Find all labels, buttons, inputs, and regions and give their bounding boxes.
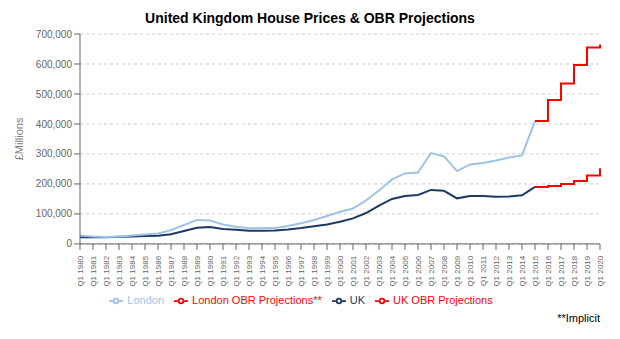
svg-text:Q1 2001: Q1 2001 xyxy=(349,255,358,286)
svg-text:700,000: 700,000 xyxy=(36,29,73,40)
svg-text:Q1 2008: Q1 2008 xyxy=(440,255,449,286)
svg-text:Q1 1985: Q1 1985 xyxy=(141,255,150,286)
svg-text:300,000: 300,000 xyxy=(36,148,73,159)
svg-text:Q1 2017: Q1 2017 xyxy=(557,255,566,286)
svg-text:Q1 1995: Q1 1995 xyxy=(271,255,280,286)
svg-text:Q1 1988: Q1 1988 xyxy=(180,255,189,286)
svg-text:Q1 2005: Q1 2005 xyxy=(401,255,410,286)
svg-text:Q1 1990: Q1 1990 xyxy=(206,255,215,286)
svg-text:Q1 2016: Q1 2016 xyxy=(544,255,553,286)
svg-text:0: 0 xyxy=(66,238,72,249)
svg-text:Q1 2015: Q1 2015 xyxy=(531,255,540,286)
svg-text:Q1 2019: Q1 2019 xyxy=(583,255,592,286)
svg-text:Q1 1997: Q1 1997 xyxy=(297,255,306,286)
svg-text:Q1 1996: Q1 1996 xyxy=(284,255,293,286)
svg-text:Q1 2014: Q1 2014 xyxy=(518,255,527,286)
svg-text:Q1 1999: Q1 1999 xyxy=(323,255,332,286)
svg-text:Q1 1987: Q1 1987 xyxy=(167,255,176,286)
svg-text:Q1 1994: Q1 1994 xyxy=(258,255,267,286)
svg-text:200,000: 200,000 xyxy=(36,178,73,189)
html-text:London: London xyxy=(127,293,165,306)
svg-text:Q1 1986: Q1 1986 xyxy=(154,255,163,286)
html-text:UK: UK xyxy=(349,293,365,306)
svg-text:Q1 2020: Q1 2020 xyxy=(596,255,605,286)
svg-text:Q1 2013: Q1 2013 xyxy=(505,255,514,286)
html-text:**Implicit: **Implicit xyxy=(557,312,600,324)
html-text:UK OBR Projections: UK OBR Projections xyxy=(393,293,493,306)
svg-text:Q1 1981: Q1 1981 xyxy=(89,255,98,286)
svg-text:Q1 1982: Q1 1982 xyxy=(102,255,111,286)
svg-text:Q1 2004: Q1 2004 xyxy=(388,255,397,286)
svg-text:£Millions: £Millions xyxy=(13,117,25,160)
svg-text:Q1 1984: Q1 1984 xyxy=(128,255,137,286)
svg-text:Q1 2009: Q1 2009 xyxy=(453,255,462,286)
svg-text:Q1 2007: Q1 2007 xyxy=(427,255,436,286)
svg-text:Q1 2006: Q1 2006 xyxy=(414,255,423,286)
svg-text:Q1 2003: Q1 2003 xyxy=(375,255,384,286)
svg-text:Q1 2010: Q1 2010 xyxy=(466,255,475,286)
svg-text:Q1 2018: Q1 2018 xyxy=(570,255,579,286)
svg-text:Q1 2002: Q1 2002 xyxy=(362,255,371,286)
svg-text:Q1 1983: Q1 1983 xyxy=(115,255,124,286)
svg-text:Q1 1980: Q1 1980 xyxy=(76,255,85,286)
svg-text:400,000: 400,000 xyxy=(36,119,73,130)
svg-text:500,000: 500,000 xyxy=(36,89,73,100)
html-text:United Kingdom House Prices &: United Kingdom House Prices & OBR Projec… xyxy=(145,10,475,26)
svg-text:Q1 1989: Q1 1989 xyxy=(193,255,202,286)
svg-text:600,000: 600,000 xyxy=(36,59,73,70)
svg-text:Q1 2011: Q1 2011 xyxy=(479,255,488,286)
svg-text:Q1 1992: Q1 1992 xyxy=(232,255,241,286)
svg-text:Q1 2012: Q1 2012 xyxy=(492,255,501,286)
svg-text:Q1 1993: Q1 1993 xyxy=(245,255,254,286)
html-text:London OBR Projections**: London OBR Projections** xyxy=(192,293,322,306)
svg-text:Q1 1991: Q1 1991 xyxy=(219,255,228,286)
svg-text:100,000: 100,000 xyxy=(36,208,73,219)
svg-text:Q1 1998: Q1 1998 xyxy=(310,255,319,286)
svg-text:Q1 2000: Q1 2000 xyxy=(336,255,345,286)
